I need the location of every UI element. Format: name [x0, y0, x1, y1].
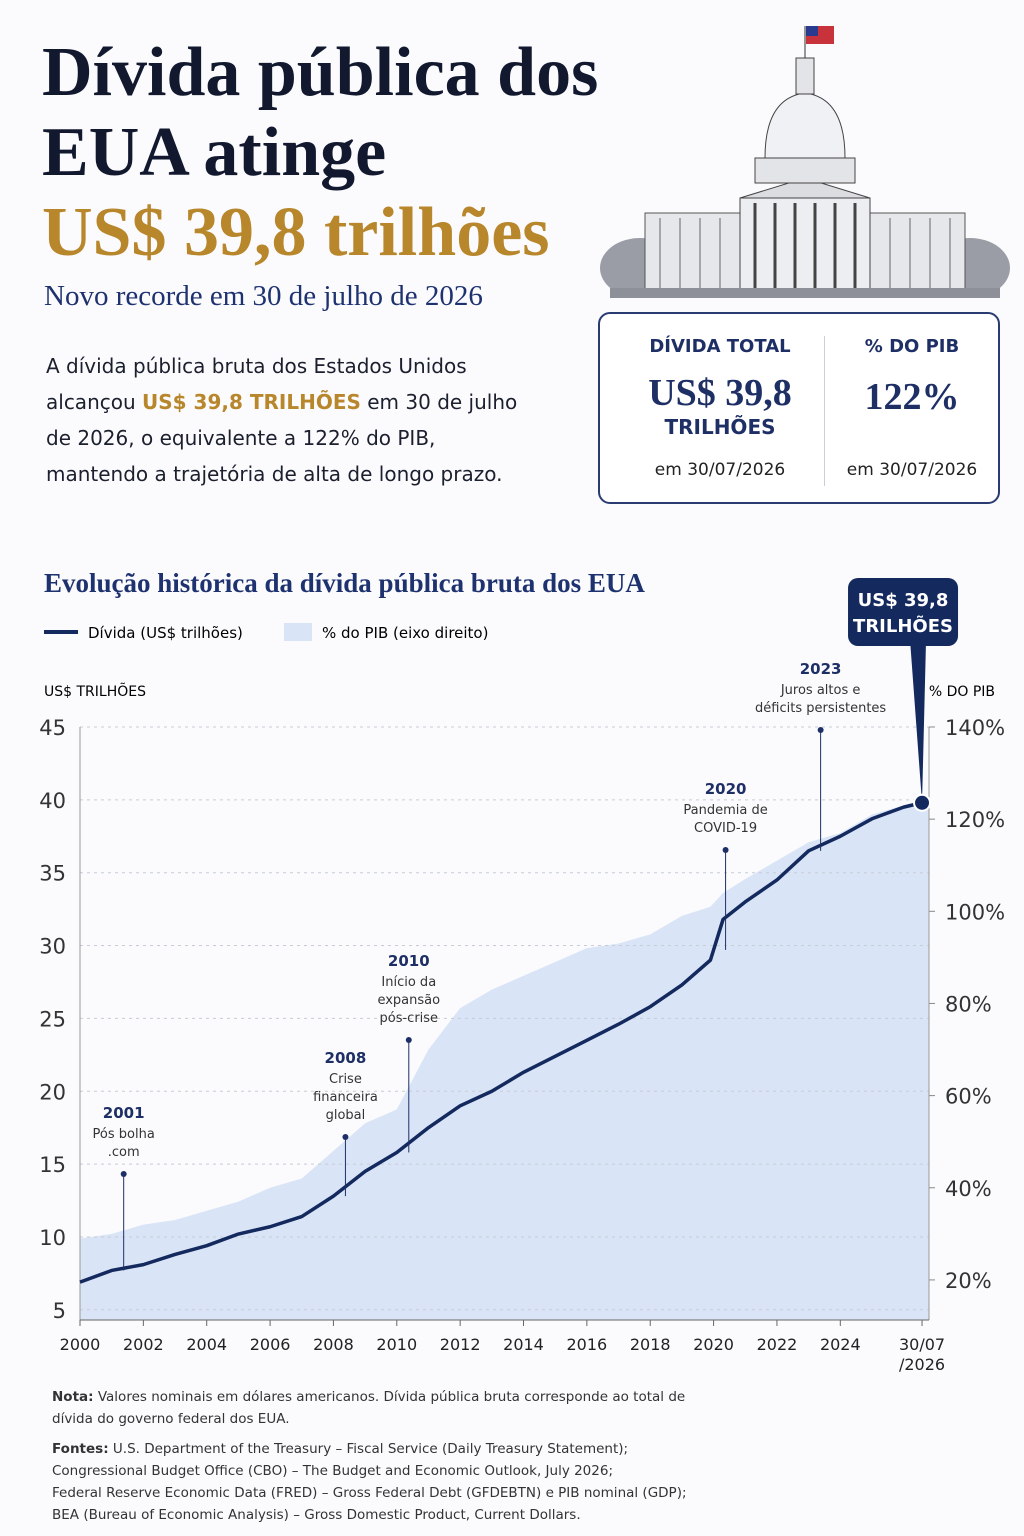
stat: % DO PIB 122%	[812, 336, 1012, 419]
debt-line	[79, 801, 923, 1284]
y-tick-label: 40	[39, 789, 66, 813]
capitol-illustration	[600, 26, 1010, 298]
stat: DÍVIDA TOTAL US$ 39,8 TRILHÕES	[620, 336, 820, 439]
x-tick-label: 2014	[503, 1335, 544, 1354]
stat-label: % DO PIB	[864, 336, 960, 357]
y-tick-label: 20	[39, 1080, 66, 1104]
y2-tick-label: 40%	[945, 1177, 992, 1201]
annotation-text: Juros altos e	[780, 683, 861, 698]
y-tick-label: 5	[53, 1299, 66, 1323]
annotation-text: Pandemia de	[683, 803, 767, 818]
y2-tick-label: 80%	[945, 992, 992, 1016]
y2-tick-label: 60%	[945, 1085, 992, 1109]
annotation-text: .com	[108, 1145, 140, 1160]
note-text: Valores nominais em dólares americanos. …	[52, 1389, 686, 1427]
y-tick-label: 30	[39, 935, 66, 959]
stat-value: 122%	[864, 376, 960, 418]
annotation-text: Pós bolha	[93, 1127, 155, 1142]
subtitle: Novo recorde em 30 de julho de 2026	[44, 280, 483, 312]
callout-text: TRILHÕES	[853, 614, 953, 637]
title-line: EUA atinge	[42, 114, 387, 191]
x-tick-label: 2016	[567, 1335, 608, 1354]
x-tick-label: 2018	[630, 1335, 671, 1354]
y2-tick-label: 140%	[945, 716, 1005, 740]
chart: Evolução histórica da dívida pública bru…	[39, 568, 1005, 1374]
intro-text: A dívida pública bruta dos Estados Unido…	[46, 348, 526, 492]
annotation-year: 2020	[705, 780, 747, 798]
y-tick-label: 10	[39, 1226, 66, 1250]
y-tick-label: 25	[39, 1007, 66, 1031]
y2-axis-label: % DO PIB	[929, 684, 995, 700]
x-tick-label: 2008	[313, 1335, 354, 1354]
annotation-text: expansão	[377, 993, 440, 1008]
title-highlight: US$ 39,8 trilhões	[42, 194, 550, 271]
legend-label: Dívida (US$ trilhões)	[88, 624, 243, 642]
source: BEA (Bureau of Economic Analysis) – Gros…	[52, 1507, 581, 1523]
sources: Fontes: U.S. Department of the Treasury …	[52, 1438, 712, 1526]
x-tick-label: 2004	[186, 1335, 227, 1354]
notes: Nota: Valores nominais em dólares americ…	[52, 1386, 712, 1526]
annotation-text: global	[326, 1108, 366, 1123]
callout-pointer	[910, 640, 927, 803]
annotation-year: 2010	[388, 952, 430, 970]
y2-tick-label: 120%	[945, 808, 1005, 832]
annotation-text: financeira	[313, 1090, 378, 1105]
annotation-year: 2023	[800, 660, 842, 678]
callout-box	[848, 578, 959, 646]
stat-card: DÍVIDA TOTAL US$ 39,8 TRILHÕES em 30/07/…	[598, 312, 1000, 504]
note-label: Nota:	[52, 1389, 94, 1405]
annotation-text: COVID-19	[694, 821, 757, 836]
annotation-dot	[817, 727, 824, 733]
annotation-text: Início da	[381, 975, 436, 990]
x-tick-label: 2024	[820, 1335, 861, 1354]
annotation-year: 2001	[103, 1104, 145, 1122]
x-tick-label: 2012	[440, 1335, 481, 1354]
source: Federal Reserve Economic Data (FRED) – G…	[52, 1485, 687, 1501]
annotation-dot	[405, 1037, 412, 1043]
stat-date: em 30/07/2026	[654, 460, 786, 480]
y-axis-label: US$ TRILHÕES	[44, 683, 146, 700]
title-line: Dívida pública dos	[42, 34, 599, 111]
y-tick-label: 45	[39, 716, 66, 740]
source: U.S. Department of the Treasury – Fiscal…	[112, 1441, 629, 1457]
annotation-dot	[722, 847, 729, 853]
x-tick-label: 2010	[376, 1335, 417, 1354]
annotation-text: Crise	[329, 1072, 362, 1087]
intro-part: em 30 de julho de 2026, o equivalente a …	[46, 390, 518, 486]
y2-tick-label: 20%	[945, 1269, 992, 1293]
sources-label: Fontes:	[52, 1441, 109, 1457]
divider	[824, 336, 825, 486]
callout-text: US$ 39,8	[858, 590, 949, 611]
stat-label: DÍVIDA TOTAL	[649, 336, 791, 357]
y-tick-label: 15	[39, 1153, 66, 1177]
x-tick-label: 2002	[123, 1335, 164, 1354]
source: Congressional Budget Office (CBO) – The …	[52, 1463, 614, 1479]
y-tick-label: 35	[39, 862, 66, 886]
endpoint	[913, 793, 932, 812]
annotation-text: déficits persistentes	[755, 701, 886, 716]
annotation-dot	[342, 1134, 349, 1140]
intro-part: A dívida pública bruta dos Estados Unido…	[46, 354, 467, 414]
x-tick-label: 30/07/2026	[899, 1335, 945, 1374]
x-tick-label: 2020	[693, 1335, 734, 1354]
stat-unit: TRILHÕES	[664, 415, 776, 439]
x-tick-label: 2000	[60, 1335, 101, 1354]
legend-label: % do PIB (eixo direito)	[322, 624, 488, 642]
y2-tick-label: 100%	[945, 900, 1005, 924]
annotation-year: 2008	[325, 1049, 367, 1067]
x-tick-label: 2022	[757, 1335, 798, 1354]
note: Nota: Valores nominais em dólares americ…	[52, 1386, 712, 1430]
chart-title: Evolução histórica da dívida pública bru…	[44, 568, 645, 598]
intro-highlight: US$ 39,8 TRILHÕES	[142, 390, 361, 414]
x-tick-label: 2006	[250, 1335, 291, 1354]
stat-date: em 30/07/2026	[846, 460, 978, 480]
annotation-text: pós-crise	[380, 1011, 439, 1026]
gdp-area	[80, 800, 929, 1320]
stat-value: US$ 39,8	[648, 372, 792, 414]
legend-swatch	[284, 623, 312, 641]
annotation-dot	[120, 1171, 127, 1177]
